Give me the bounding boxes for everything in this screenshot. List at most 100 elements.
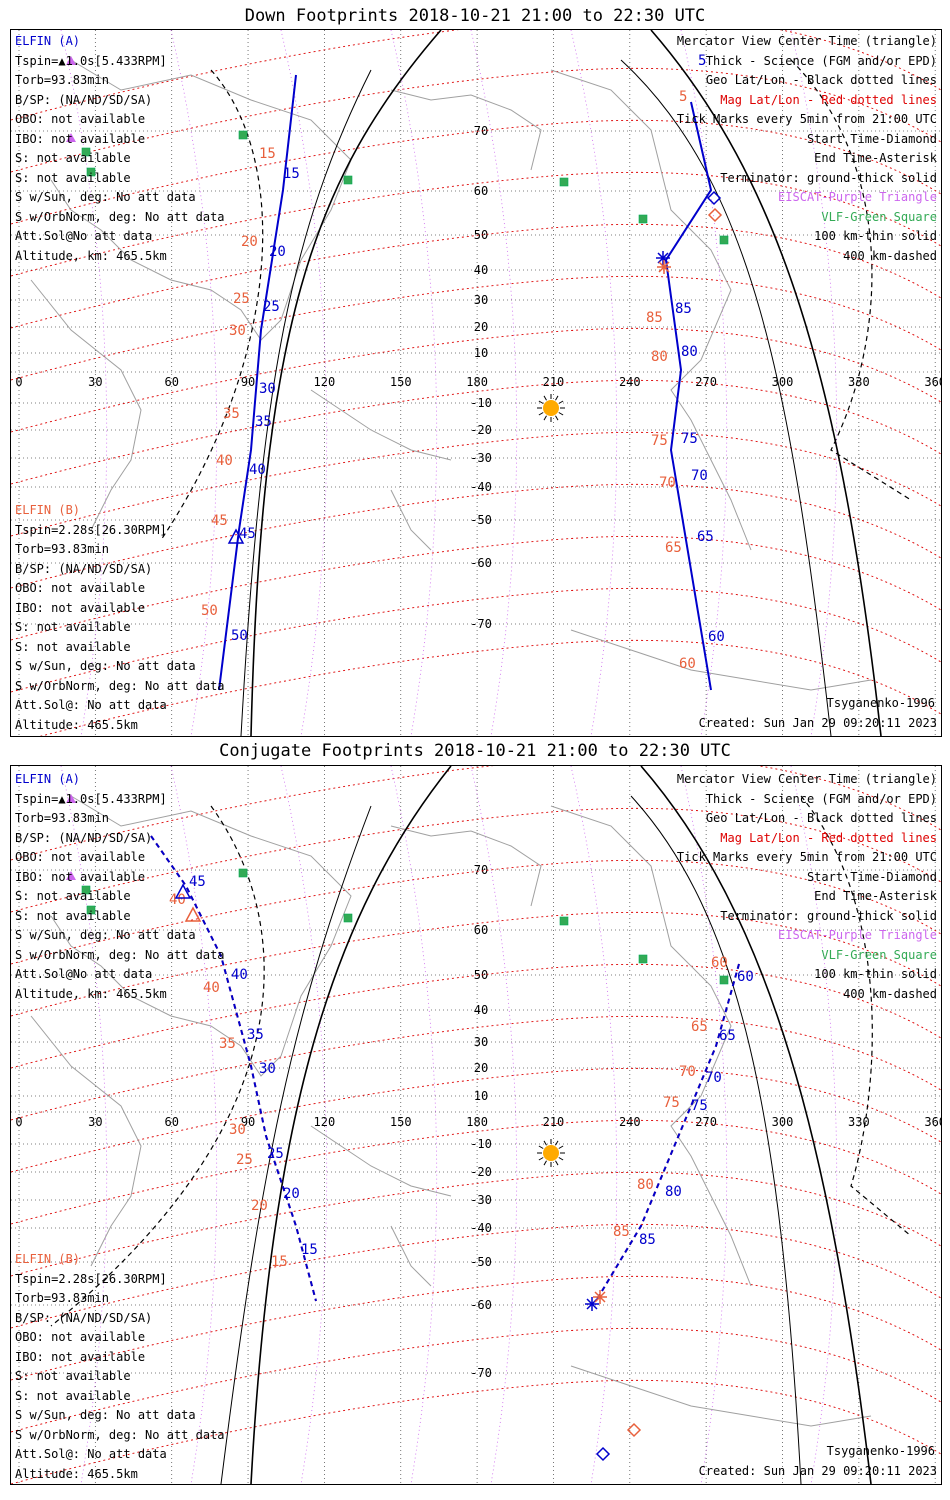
- info-line: Altitude: 465.5km: [15, 1466, 138, 1481]
- elfin-a-tick-label: 75: [681, 431, 698, 447]
- elfin-b-tick-label: 65: [665, 540, 682, 556]
- lon-tick-label: 300: [772, 1115, 794, 1129]
- elfin-a-tick-label: 45: [189, 874, 206, 890]
- info-line: B/SP: (NA/ND/SD/SA): [15, 830, 153, 845]
- coastline: [390, 825, 542, 907]
- lon-tick-label: 60: [164, 375, 178, 389]
- elfin-a-tick-label: 60: [737, 969, 754, 985]
- elfin-b-tick-label: 35: [219, 1036, 236, 1052]
- lat-tick-label: -60: [470, 1298, 492, 1312]
- sun-ray: [538, 412, 544, 416]
- info-line: Torb=93.83min: [15, 811, 109, 825]
- created-label: Created: Sun Jan 29 09:20:11 2023: [698, 1464, 937, 1478]
- info-line: S: not available: [15, 1369, 131, 1383]
- vlf-station-marker: [238, 130, 248, 140]
- info-line: S w/OrbNorm, deg: No att data: [15, 947, 225, 962]
- legend-item: Terminator: ground-thick solid: [720, 170, 937, 185]
- vlf-station-marker: [81, 885, 91, 895]
- info-line: S: not available: [15, 908, 131, 923]
- lon-tick-label: 270: [695, 375, 717, 389]
- coastline: [30, 279, 142, 531]
- elfin-a-tick-label: 75: [691, 1098, 708, 1114]
- elfin-b-tick-label: 65: [691, 1019, 708, 1035]
- lon-tick-label: 30: [88, 1115, 102, 1129]
- lat-tick-label: -10: [470, 1137, 492, 1151]
- elfin-a-tick-label: 70: [705, 1070, 722, 1086]
- info-line: S: not available: [15, 639, 131, 654]
- terminator-line: [250, 766, 452, 1484]
- legend-item: Mercator View Center Time (triangle): [676, 34, 937, 48]
- lat-tick-label: 40: [474, 263, 488, 277]
- elfin-a-track: [150, 835, 317, 1302]
- vlf-station-marker: [719, 975, 729, 985]
- info-line: S: not available: [15, 151, 131, 165]
- elfin-b-tick-label: 25: [233, 291, 250, 307]
- lon-tick-label: 360: [924, 375, 941, 389]
- sun-ray: [555, 415, 559, 421]
- vlf-station-marker: [559, 916, 569, 926]
- sun-ray: [558, 1145, 564, 1149]
- legend-item: VLF-Green Square: [821, 209, 937, 224]
- elfin-a-name: ELFIN (A): [15, 34, 81, 48]
- info-line: Att.Sol@: No att data: [15, 698, 167, 712]
- lon-tick-label: 210: [543, 1115, 565, 1129]
- panel-title-down: Down Footprints 2018-10-21 21:00 to 22:3…: [244, 6, 706, 26]
- sun-ray: [558, 1157, 564, 1161]
- elfin-a-info: ELFIN (A) Tspin=▲1.0s[5.433RPM] Torb=93.…: [15, 32, 225, 266]
- coastline: [30, 1015, 142, 1267]
- legend-item: VLF-Green Square: [821, 947, 937, 962]
- sun-ray: [538, 1157, 544, 1161]
- lat-tick-label: -10: [470, 396, 492, 410]
- elfin-b-name: ELFIN (B): [15, 503, 81, 517]
- lon-tick-label: 120: [314, 375, 336, 389]
- start-time-diamond: [706, 190, 722, 206]
- info-line: IBO: not available: [15, 1349, 146, 1364]
- legend-item: Thick - Science (FGM and/or EPD): [705, 53, 937, 68]
- lat-tick-label: -20: [470, 1165, 492, 1179]
- info-line: B/SP: (NA/ND/SD/SA): [15, 561, 153, 576]
- info-line: Tspin=2.28s[26.30RPM]: [15, 1271, 167, 1286]
- elfin-a-tick-label: 35: [255, 414, 272, 430]
- vlf-station-marker: [638, 954, 648, 964]
- legend-item: Mercator View Center Time (triangle): [676, 772, 937, 786]
- mag-longitude-line: [60, 30, 108, 736]
- info-line: OBO: not available: [15, 1330, 146, 1344]
- coastline: [50, 795, 352, 1077]
- mag-longitude-line: [280, 30, 328, 736]
- elfin-b-track: [595, 963, 740, 1302]
- lon-tick-label: 240: [619, 375, 641, 389]
- model-label: Tsyganenko-1996: [826, 696, 935, 710]
- elfin-a-tick-label: 5: [698, 53, 706, 69]
- elfin-a-track: [218, 74, 297, 691]
- elfin-b-tick-label: 25: [236, 1152, 253, 1168]
- lon-tick-label: 90: [241, 1115, 255, 1129]
- elfin-b-tick-label: 40: [203, 980, 220, 996]
- lat-tick-label: -50: [470, 513, 492, 527]
- elfin-a-tick-label: 60: [708, 629, 725, 645]
- lon-tick-label: 60: [164, 1115, 178, 1129]
- info-line: S: not available: [15, 1388, 131, 1403]
- elfin-b-tick-label: 30: [229, 1122, 246, 1138]
- vlf-station-marker: [343, 913, 353, 923]
- coastline: [310, 1125, 452, 1197]
- lat-tick-label: -30: [470, 1193, 492, 1207]
- elfin-b-name: ELFIN (B): [15, 1252, 81, 1266]
- start-time-diamond: [626, 1422, 642, 1438]
- lon-tick-label: 360: [924, 1115, 941, 1129]
- coastline: [550, 69, 752, 551]
- center-time-triangle: [227, 528, 245, 544]
- sun-ray: [555, 1140, 559, 1146]
- sun-ray: [543, 1140, 547, 1146]
- lat-tick-label: 10: [474, 346, 488, 360]
- center-time-triangle: [184, 906, 202, 922]
- legend-item: Mag Lat/Lon - Red dotted lines: [720, 92, 937, 107]
- mag-longitude-line: [470, 30, 518, 736]
- elfin-b-info: ELFIN (B) Tspin=2.28s[26.30RPM] Torb=93.…: [15, 501, 225, 735]
- elfin-a-tick-label: 15: [283, 166, 300, 182]
- legend-item: 100 km-thin solid: [814, 229, 937, 243]
- info-line: OBO: not available: [15, 850, 146, 864]
- panel-title-conjugate: Conjugate Footprints 2018-10-21 21:00 to…: [219, 741, 731, 761]
- vlf-station-marker: [719, 235, 729, 245]
- lon-tick-label: 180: [466, 375, 488, 389]
- end-time-asterisk: [658, 261, 670, 273]
